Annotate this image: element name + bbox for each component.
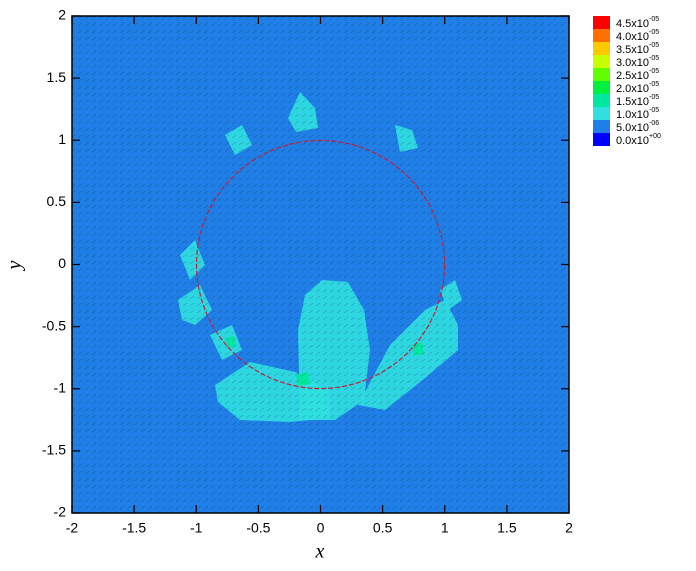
y-tick-label: 0.5 [47, 193, 67, 209]
colorbar-label: 2.5x10-05 [616, 68, 659, 82]
colorbar-label-base: 3.0x10 [616, 57, 649, 69]
colorbar-label-base: 0.0x10 [616, 135, 649, 147]
colorbar-swatch [593, 68, 610, 81]
colorbar-label-base: 2.0x10 [616, 83, 649, 95]
colorbar-label: 1.0x10-05 [616, 107, 659, 121]
y-tick-label: -0.5 [42, 317, 66, 333]
colorbar-swatch [593, 29, 610, 42]
colorbar-label-exponent: -05 [649, 94, 659, 101]
y-tick-label: 0 [58, 255, 66, 271]
colorbar-label: 2.0x10-05 [616, 81, 659, 95]
colorbar-swatch [593, 133, 610, 146]
colorbar-label-exponent: -05 [649, 81, 659, 88]
x-tick-label: 0.5 [373, 520, 393, 536]
x-tick-label: 0 [317, 520, 325, 536]
y-tick-label: 1 [58, 131, 66, 147]
colorbar-label-exponent: -05 [649, 55, 659, 62]
colorbar-label-base: 1.0x10 [616, 109, 649, 121]
colorbar-label-exponent: -05 [649, 29, 659, 36]
colorbar-label-exponent: -05 [649, 68, 659, 75]
y-tick-label: 1.5 [47, 69, 67, 85]
colorbar-label-exponent: -05 [649, 107, 659, 114]
colorbar-swatch [593, 81, 610, 94]
colorbar-label-exponent: -06 [649, 120, 659, 127]
colorbar-label-base: 2.5x10 [616, 70, 649, 82]
colorbar-label-exponent: -05 [649, 16, 659, 23]
colorbar-label-base: 4.0x10 [616, 31, 649, 43]
colorbar-label: 4.0x10-05 [616, 29, 659, 43]
y-tick-label: 2 [58, 7, 66, 23]
colorbar-label-exponent: +00 [649, 133, 661, 140]
colorbar-label: 3.5x10-05 [616, 42, 659, 56]
colorbar-label: 1.5x10-05 [616, 94, 659, 108]
colorbar-swatch [593, 55, 610, 68]
colorbar-label-base: 5.0x10 [616, 122, 649, 134]
colorbar-swatch [593, 120, 610, 133]
x-tick-label: -2 [66, 520, 79, 536]
y-axis-label: y [4, 260, 26, 271]
colorbar-swatch [593, 16, 610, 29]
colorbar-swatch [593, 42, 610, 55]
colorbar-label-base: 3.5x10 [616, 44, 649, 56]
colorbar-label: 5.0x10-06 [616, 120, 659, 134]
x-tick-label: 2 [565, 520, 573, 536]
x-tick-label: -1 [190, 520, 203, 536]
x-tick-label: 1 [441, 520, 449, 536]
colorbar: 4.5x10-054.0x10-053.5x10-053.0x10-052.5x… [593, 16, 661, 147]
x-tick-label: -1.5 [122, 520, 146, 536]
vector-field [72, 16, 569, 513]
colorbar-label: 0.0x10+00 [616, 133, 661, 147]
colorbar-label: 3.0x10-05 [616, 55, 659, 69]
interface-circle [195, 139, 446, 390]
colorbar-swatch [593, 107, 610, 120]
x-tick-label: -0.5 [246, 520, 270, 536]
y-tick-label: -1 [54, 379, 67, 395]
x-tick-label: 1.5 [497, 520, 517, 536]
colorbar-label-base: 4.5x10 [616, 18, 649, 30]
y-tick-label: -2 [54, 504, 67, 520]
colorbar-swatch [593, 94, 610, 107]
colorbar-label-exponent: -05 [649, 42, 659, 49]
colorbar-label: 4.5x10-05 [616, 16, 659, 30]
colorbar-label-base: 1.5x10 [616, 96, 649, 108]
x-axis-label: x [315, 541, 325, 563]
y-tick-label: -1.5 [42, 442, 66, 458]
